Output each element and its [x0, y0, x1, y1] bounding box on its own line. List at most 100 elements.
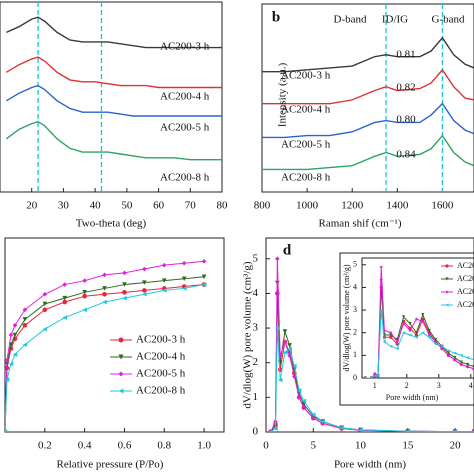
marker: [292, 363, 297, 369]
x-tick-label: 70: [185, 200, 197, 212]
y-tick-label: 2: [353, 328, 357, 337]
series-line: [5, 120, 222, 161]
y-tick-label: 0: [353, 373, 357, 382]
marker: [434, 337, 438, 342]
x-tick-label: 0.4: [78, 440, 92, 452]
marker: [453, 351, 457, 355]
marker: [414, 333, 418, 337]
marker: [421, 331, 425, 335]
series-line: [262, 102, 474, 139]
marker: [201, 282, 207, 287]
panel: 1 2 3 4 0 1 2 3 4 5 AC200-3 h AC200-4 h AC200-5 h AC2…: [339, 252, 474, 406]
legend-label: AC200-8 h: [457, 300, 474, 309]
marker: [161, 262, 167, 268]
series-group: [5, 258, 207, 432]
marker: [376, 374, 380, 378]
x-tick-label: 0: [263, 440, 269, 452]
plot-frame: [261, 3, 474, 193]
marker: [181, 286, 187, 291]
marker: [434, 342, 438, 346]
panel-label: d: [283, 242, 292, 258]
marker: [122, 290, 127, 295]
marker: [142, 288, 147, 293]
ratio-label: 0.82: [396, 82, 415, 94]
marker: [102, 299, 107, 305]
marker: [42, 307, 48, 313]
marker: [446, 349, 450, 353]
plot-frame: [0, 1, 223, 193]
x-tick-label: 50: [121, 200, 133, 212]
x-tick-label: 30: [58, 200, 70, 212]
series-line: [5, 284, 205, 432]
marker: [62, 295, 68, 301]
marker: [82, 307, 87, 313]
y-tick-label: 2: [253, 356, 259, 368]
series-group: [262, 36, 474, 171]
series-line: [262, 36, 474, 73]
marker: [296, 395, 302, 400]
marker: [408, 322, 412, 326]
marker: [339, 425, 344, 431]
marker: [118, 371, 124, 377]
x-tick-label: 20: [450, 440, 462, 452]
marker: [402, 322, 406, 326]
y-tick-label: 1: [353, 350, 357, 359]
marker: [287, 346, 292, 352]
marker: [358, 427, 363, 432]
annotation: G-band: [432, 14, 465, 26]
panel: 800 1000 1200 1400 1600 AC200-3 h AC200-4 h AC2…: [254, 3, 474, 230]
annotation: D-band: [334, 14, 367, 26]
series-group: [268, 256, 474, 432]
marker: [379, 308, 383, 312]
marker: [452, 429, 458, 432]
ratio-label: 0.84: [396, 149, 416, 161]
marker: [201, 258, 207, 264]
marker: [296, 388, 302, 393]
marker: [5, 357, 10, 363]
x-axis-label: Raman shif (cm⁻¹): [318, 218, 401, 230]
marker: [282, 350, 288, 355]
marker: [275, 325, 280, 331]
series-line: [6, 16, 222, 49]
marker: [405, 429, 411, 432]
series-line: [5, 84, 222, 117]
marker: [22, 307, 28, 313]
marker: [389, 335, 393, 339]
marker: [427, 333, 431, 337]
x-tick-label: 40: [90, 200, 102, 212]
marker: [471, 430, 474, 432]
x-axis-label: Two-theta (deg): [76, 218, 147, 230]
marker: [142, 280, 147, 285]
x-tick-label: 0.8: [157, 440, 171, 452]
x-axis-label: Pore width (nm): [386, 393, 439, 402]
x-tick-label: 3: [437, 381, 441, 390]
series-group: [5, 16, 222, 161]
marker: [466, 362, 470, 367]
marker: [373, 371, 377, 376]
marker: [301, 405, 307, 411]
x-tick-label: 60: [153, 200, 165, 212]
marker: [82, 290, 87, 295]
x-tick-label: 15: [402, 440, 414, 452]
marker: [382, 328, 386, 333]
marker: [445, 277, 449, 281]
y-tick-label: 3: [253, 322, 259, 334]
marker: [370, 376, 374, 378]
legend-label: AC200-4 h: [136, 351, 186, 363]
x-axis-label: Pore width (nm): [334, 459, 406, 471]
marker: [427, 335, 431, 339]
x-tick-label: 4: [469, 381, 473, 390]
x-tick-label: 1: [373, 381, 377, 390]
marker: [142, 266, 147, 272]
marker: [453, 358, 457, 362]
marker: [440, 344, 444, 348]
marker: [102, 291, 107, 297]
marker: [466, 356, 470, 360]
marker: [122, 270, 127, 276]
x-tick-label: 1.0: [197, 440, 211, 452]
marker: [373, 374, 377, 378]
x-tick-label: 20: [26, 200, 38, 212]
marker: [414, 335, 418, 339]
y-tick-label: 4: [253, 287, 259, 299]
marker: [12, 352, 18, 357]
